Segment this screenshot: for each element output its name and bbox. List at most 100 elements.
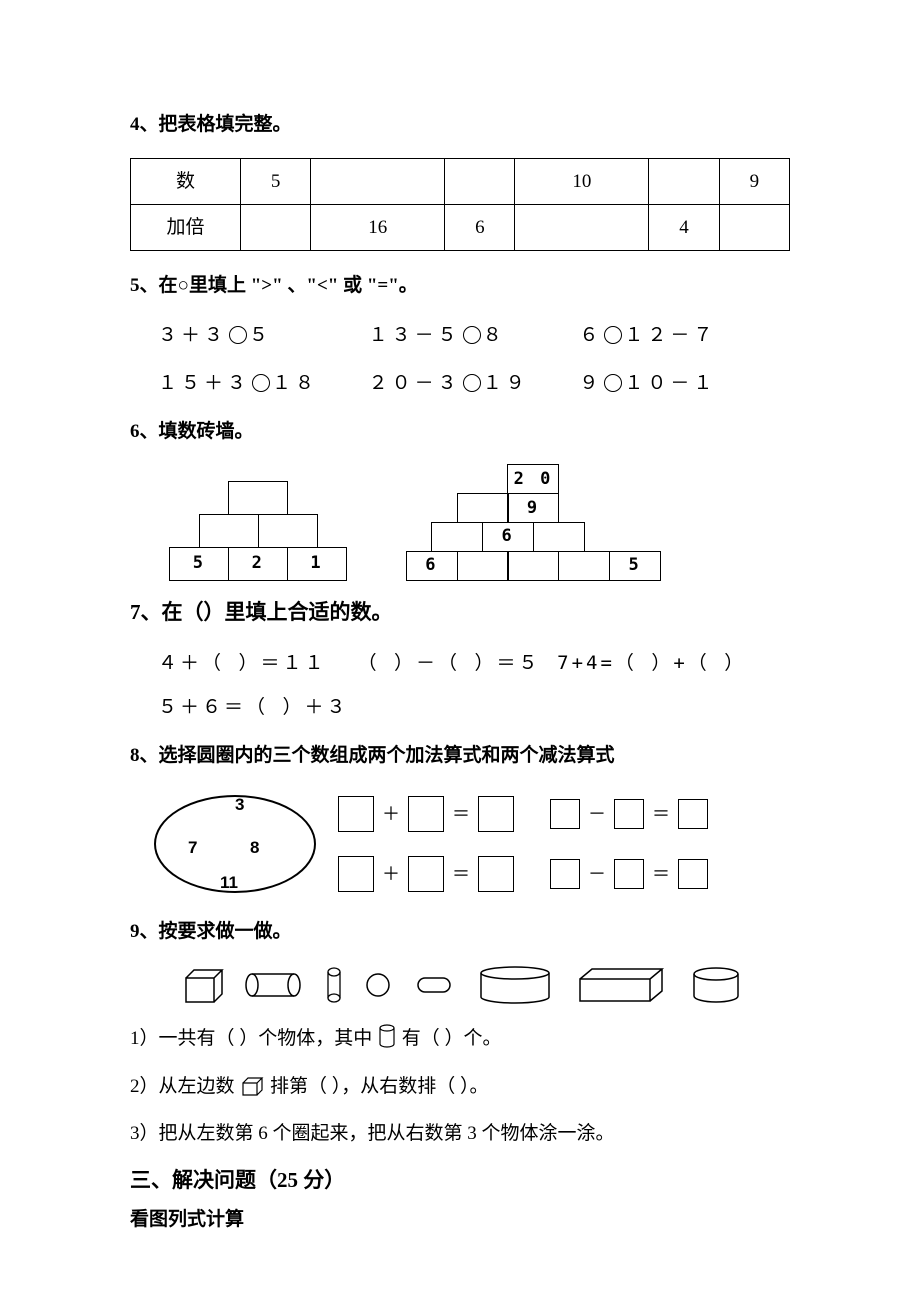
ellipse-num: 7 — [188, 834, 197, 861]
cylinder-icon — [244, 968, 304, 1002]
q9-shapes — [180, 965, 790, 1005]
op: ＝ — [452, 860, 470, 889]
q5-row: ３＋３５ １３－５８ ６１２－７ — [158, 320, 790, 350]
cell: 4 — [649, 205, 719, 251]
small-cylinder-icon — [377, 1023, 397, 1059]
ellipse-num: 11 — [220, 869, 238, 896]
expr: １５＋３１８ — [136, 368, 369, 398]
expr: ２０－３１９ — [369, 368, 580, 398]
pyramid-2: 2 0 9 6 6 5 — [406, 465, 660, 580]
blank-box — [478, 856, 514, 892]
q9-sub3: 3）把从左数第 6 个圈起来，把从右数第 3 个物体涂一涂。 — [130, 1119, 790, 1149]
brick — [533, 522, 585, 552]
cylinder-flat-icon — [476, 965, 554, 1005]
q5-row: １５＋３１８ ２０－３１９ ９１０－１ — [136, 368, 790, 398]
cell: 9 — [719, 159, 789, 205]
q7-heading: 7、在（）里填上合适的数。 — [130, 596, 790, 630]
circle-icon — [252, 374, 270, 392]
blank-box — [408, 856, 444, 892]
blank-box — [338, 856, 374, 892]
brick: 9 — [507, 493, 559, 523]
op: ＋ — [382, 860, 400, 889]
expr: （ ）－（ ）＝５ — [358, 648, 558, 678]
brick — [457, 551, 509, 581]
blank-box — [338, 796, 374, 832]
q9-sub2: 2）从左边数 排第（ ），从右数排（ ）。 — [130, 1072, 790, 1107]
circle-icon — [229, 326, 247, 344]
expr: ６１２－７ — [579, 320, 790, 350]
table-row: 加倍 16 6 4 — [131, 205, 790, 251]
q4-table: 数 5 10 9 加倍 16 6 4 — [130, 158, 790, 251]
blank-box — [550, 799, 580, 829]
brick: 5 — [169, 547, 229, 581]
cell — [311, 159, 445, 205]
brick: 2 0 — [507, 464, 559, 494]
expr: ５＋６＝（ ）＋３ — [158, 692, 358, 722]
brick — [457, 493, 509, 523]
q6-figure: 5 2 1 2 0 9 6 6 5 — [170, 465, 790, 580]
q9-heading: 9、按要求做一做。 — [130, 917, 790, 947]
q7-row: ４＋（ ）＝１１ （ ）－（ ）＝５ 7+4=（ ）+（ ） — [158, 648, 790, 678]
cell: 数 — [131, 159, 241, 205]
pyramid-1: 5 2 1 — [170, 482, 346, 580]
cell: 加倍 — [131, 205, 241, 251]
brick — [258, 514, 318, 548]
brick: 6 — [482, 522, 534, 552]
op: － — [588, 860, 606, 889]
brick — [431, 522, 483, 552]
q8-heading: 8、选择圆圈内的三个数组成两个加法算式和两个减法算式 — [130, 741, 790, 771]
blank-box — [678, 859, 708, 889]
op: ＋ — [382, 800, 400, 829]
circle-icon — [364, 971, 392, 999]
q7-row: ５＋６＝（ ）＋３ — [158, 692, 790, 722]
blank-box — [550, 859, 580, 889]
op: － — [588, 800, 606, 829]
expr: ４＋（ ）＝１１ — [158, 648, 358, 678]
q5-heading: 5、在○里填上 ">" 、"<" 或 "="。 — [130, 271, 790, 301]
q6-heading: 6、填数砖墙。 — [130, 417, 790, 447]
expr: ３＋３５ — [158, 320, 369, 350]
brick — [558, 493, 610, 523]
blank-box — [478, 796, 514, 832]
cell: 16 — [311, 205, 445, 251]
eq-line: ＋ ＝ － ＝ — [338, 856, 708, 892]
op: ＝ — [652, 860, 670, 889]
q4-heading: 4、把表格填完整。 — [130, 110, 790, 140]
number-ellipse: 3 7 8 11 — [150, 789, 320, 899]
ellipse-num: 3 — [235, 791, 244, 818]
cell — [445, 159, 515, 205]
brick: 1 — [287, 547, 347, 581]
op: ＝ — [452, 800, 470, 829]
brick — [228, 481, 288, 515]
small-cylinder-icon — [324, 966, 344, 1004]
brick: 6 — [406, 551, 458, 581]
cell: 5 — [241, 159, 311, 205]
cylinder-short-icon — [690, 966, 742, 1004]
circle-icon — [463, 374, 481, 392]
cell: 6 — [445, 205, 515, 251]
brick: 2 — [228, 547, 288, 581]
capsule-icon — [412, 974, 456, 996]
blank-box — [678, 799, 708, 829]
circle-icon — [604, 326, 622, 344]
ellipse-num: 8 — [250, 834, 259, 861]
small-cube-icon — [239, 1075, 265, 1107]
blank-box — [614, 859, 644, 889]
section-3-title: 三、解决问题（25 分） — [130, 1164, 790, 1198]
cell — [719, 205, 789, 251]
q7-body: ４＋（ ）＝１１ （ ）－（ ）＝５ 7+4=（ ）+（ ） ５＋６＝（ ）＋３ — [130, 648, 790, 723]
q9-sub1: 1）一共有（ ）个物体，其中 有（ ）个。 — [130, 1023, 790, 1059]
expr: ９１０－１ — [579, 368, 790, 398]
blank-box — [408, 796, 444, 832]
expr: １３－５８ — [369, 320, 580, 350]
brick: 5 — [609, 551, 661, 581]
section-3-sub: 看图列式计算 — [130, 1205, 790, 1235]
brick — [584, 522, 636, 552]
cube-icon — [180, 966, 224, 1004]
cell — [241, 205, 311, 251]
q5-body: ３＋３５ １３－５８ ６１２－７ １５＋３１８ ２０－３１９ ９１０－１ — [130, 320, 790, 399]
circle-icon — [604, 374, 622, 392]
cell — [649, 159, 719, 205]
brick — [199, 514, 259, 548]
brick — [558, 551, 610, 581]
